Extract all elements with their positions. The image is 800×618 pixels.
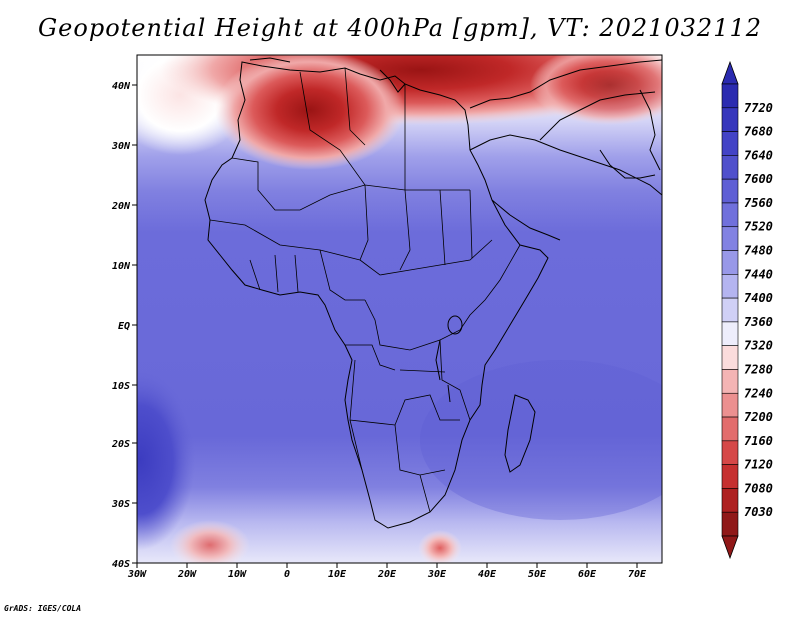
x-tick-label: 20W: [177, 569, 197, 580]
x-tick-label: 0: [284, 569, 290, 580]
height-field: [137, 55, 662, 563]
x-tick-label: 10E: [328, 569, 347, 580]
colorbar-swatch: [721, 464, 739, 489]
x-axis-labels: 30W 20W 10W 0 10E 20E 30E 40E 50E 60E 70…: [127, 569, 647, 580]
colorbar-label: 7400: [744, 291, 773, 305]
colorbar-label: 7280: [744, 362, 773, 376]
coastlines: [204, 57, 662, 529]
x-tick-label: 30E: [427, 569, 447, 580]
colorbar-swatch: [721, 226, 739, 251]
colorbar-swatch: [721, 178, 739, 204]
colorbar-swatch: [721, 131, 739, 156]
y-axis-labels: 40N 30N 20N 10N EQ 10S 20S 30S 40S: [111, 81, 131, 570]
colorbar-label: 7160: [744, 434, 773, 448]
colorbar-label: 7120: [744, 458, 773, 472]
y-tick-label: EQ: [118, 321, 130, 332]
colorbar-swatch: [721, 392, 739, 418]
colorbar-swatch: [721, 250, 739, 275]
colorbar-swatch: [721, 274, 739, 299]
colorbar-swatch: [721, 155, 739, 180]
colorbar-swatch: [721, 440, 739, 465]
x-tick-label: 10W: [228, 569, 247, 580]
x-tick-label: 70E: [628, 569, 647, 580]
y-tick-label: 30S: [111, 499, 130, 510]
colorbar-bottom-arrow: [721, 535, 739, 560]
colorbar-label: 7480: [744, 244, 773, 258]
x-tick-label: 30W: [127, 569, 147, 580]
y-tick-label: 40S: [112, 559, 130, 570]
plot-frame: [136, 54, 663, 564]
y-tick-label: 10N: [112, 261, 131, 272]
colorbar-swatch: [721, 202, 739, 228]
y-tick-label: 30N: [111, 141, 131, 152]
colorbar-label: 7560: [744, 196, 773, 210]
lakes: [435, 315, 463, 403]
x-tick-label: 20E: [377, 569, 397, 580]
colorbar-swatch: [721, 297, 739, 323]
country-borders: [209, 67, 521, 513]
x-tick-label: 50E: [528, 569, 547, 580]
colorbar-label: 7200: [744, 410, 773, 424]
x-tick-label: 40E: [478, 569, 497, 580]
map-title: Geopotential Height at 400hPa [gpm], VT:…: [38, 14, 762, 42]
colorbar-label: 7680: [744, 125, 773, 139]
colorbar-label: 7320: [744, 339, 773, 353]
colorbar-swatch: [721, 416, 739, 442]
colorbar-label: 7240: [744, 386, 773, 400]
y-tick-label: 40N: [112, 81, 131, 92]
colorbar: 7720 7680 7640 7600 7560 7520 7480 7440 7400 7360…: [721, 60, 773, 560]
grads-credit: GrADS: IGES/COLA: [4, 604, 82, 613]
colorbar-label: 7720: [744, 101, 773, 115]
colorbar-label: 7080: [744, 481, 773, 495]
colorbar-label: 7520: [744, 220, 773, 234]
colorbar-label: 7030: [744, 505, 773, 519]
x-tick-label: 60E: [578, 569, 597, 580]
colorbar-label: 7440: [744, 267, 773, 281]
colorbar-swatch: [721, 369, 739, 394]
colorbar-label: 7360: [744, 315, 773, 329]
y-tick-label: 10S: [112, 381, 130, 392]
colorbar-swatch: [721, 488, 739, 513]
colorbar-swatch: [721, 83, 739, 109]
y-tick-label: 20S: [111, 439, 130, 450]
colorbar-swatch: [721, 511, 739, 537]
colorbar-label: 7600: [744, 172, 773, 186]
colorbar-label: 7640: [744, 148, 773, 162]
tick-marks: [132, 84, 638, 568]
colorbar-swatch: [721, 345, 739, 370]
y-tick-label: 20N: [111, 201, 131, 212]
colorbar-swatch: [721, 107, 739, 132]
colorbar-top-arrow: [721, 60, 739, 85]
colorbar-swatch: [721, 321, 739, 346]
